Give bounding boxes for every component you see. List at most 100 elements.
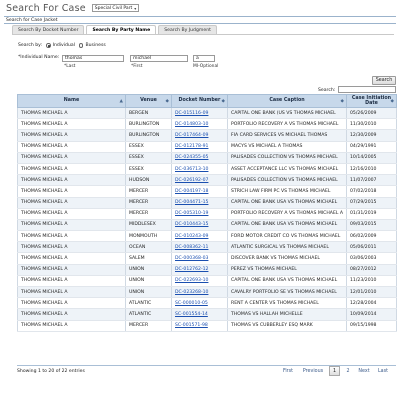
cell-caption: CAVALRY PORTFOLIO SE VS THOMAS MICHAEL: [227, 286, 347, 299]
docket-link[interactable]: DC-036713-10: [175, 166, 209, 172]
last-name-input[interactable]: thomas: [62, 55, 124, 62]
pager-next[interactable]: Next: [358, 368, 370, 374]
docket-link[interactable]: SC-001554-14: [175, 311, 208, 317]
docket-link[interactable]: DC-010243-09: [175, 233, 209, 239]
cell-caption: ATLANTIC SURGICAL VS THOMAS MICHAEL: [227, 241, 347, 254]
cell-name: THOMAS MICHAEL A: [17, 152, 126, 164]
docket-link[interactable]: DC-004197-18: [175, 188, 209, 194]
search-button[interactable]: Search: [372, 76, 396, 85]
last-name-label: *Last: [64, 64, 76, 69]
cell-name: THOMAS MICHAEL A: [17, 118, 126, 131]
cell-docket: DC-036713-10: [171, 163, 228, 176]
cell-date: 05/06/2011: [346, 241, 397, 254]
individual-radio[interactable]: [46, 43, 51, 48]
cell-venue: MONMOUTH: [125, 230, 172, 243]
cell-caption: RENT A CENTER VS THOMAS MICHAEL: [227, 297, 347, 310]
court-select[interactable]: Special Civil Part ▾: [91, 4, 140, 12]
column-header-name[interactable]: Name ▲: [17, 94, 126, 108]
cell-docket: DC-023268-10: [171, 286, 228, 299]
tab-judgment[interactable]: Search By Judgment: [158, 25, 217, 34]
docket-link[interactable]: DC-017464-09: [175, 132, 209, 138]
sort-icon: ◆: [221, 99, 225, 104]
cell-docket: DC-024355-05: [171, 152, 228, 164]
docket-link[interactable]: DC-004471-15: [175, 200, 209, 206]
docket-link[interactable]: DC-000368-03: [175, 256, 209, 262]
middle-initial-value: a: [196, 56, 199, 61]
docket-link[interactable]: SC-000010-05: [175, 300, 208, 306]
docket-link[interactable]: DC-022693-10: [175, 278, 209, 284]
cell-name: THOMAS MICHAEL A: [17, 141, 126, 153]
column-header-docket[interactable]: Docket Number ◆: [171, 94, 228, 108]
cell-venue: MERCER: [125, 208, 172, 220]
docket-link[interactable]: DC-008362-11: [175, 244, 209, 250]
middle-initial-label: MI-Optional: [193, 64, 219, 69]
cell-venue: BERGEN: [125, 107, 172, 120]
cell-venue: ATLANTIC: [125, 297, 172, 310]
table-header-row: Name ▲ Venue ◆ Docket Number ◆ Case Caption…: [17, 94, 397, 108]
column-header-caption[interactable]: Case Caption ◆: [227, 94, 347, 108]
entries-info: Showing 1 to 20 of 22 entries: [17, 369, 85, 374]
table-row: THOMAS MICHAEL A ESSEX DC-012178-91 MACYS V…: [17, 141, 397, 153]
cell-docket: DC-010443-15: [171, 219, 228, 232]
cell-docket: DC-014803-10: [171, 118, 228, 131]
cell-caption: FIA CARD SERVICES VS MICHAEL THOMAS: [227, 129, 347, 142]
pager-previous[interactable]: Previous: [302, 368, 324, 374]
header-divider: [4, 16, 396, 17]
last-name-value: thomas: [65, 56, 83, 61]
docket-link[interactable]: DC-026192-07: [175, 177, 209, 183]
cell-caption: STRICH LAW FIRM PC VS THOMAS MICHAEL: [227, 185, 347, 198]
docket-link[interactable]: SC-001571-98: [175, 323, 208, 329]
cell-caption: CAPITAL ONE BANK USA VS THOMAS MICHAEL: [227, 275, 347, 288]
middle-initial-input[interactable]: a: [193, 55, 215, 62]
docket-link[interactable]: DC-014803-10: [175, 121, 209, 127]
cell-venue: UNION: [125, 275, 172, 288]
cell-name: THOMAS MICHAEL A: [17, 320, 126, 332]
tab-docket-number[interactable]: Search By Docket Number: [12, 25, 85, 34]
pager-page-1[interactable]: 1: [329, 366, 340, 376]
cell-name: THOMAS MICHAEL A: [17, 275, 126, 288]
cell-caption: DISCOVER BANK VS THOMAS MICHAEL: [227, 252, 347, 265]
cell-name: THOMAS MICHAEL A: [17, 297, 126, 310]
cell-name: THOMAS MICHAEL A: [17, 107, 126, 120]
sort-icon: ▲: [119, 99, 123, 104]
table-row: THOMAS MICHAEL A BURLINGTON DC-014803-10 PO…: [17, 118, 397, 131]
column-header-venue[interactable]: Venue ◆: [125, 94, 172, 108]
cell-venue: ESSEX: [125, 152, 172, 164]
cell-docket: DC-004471-15: [171, 197, 228, 209]
column-header-name-label: Name: [63, 98, 80, 104]
cell-venue: BURLINGTON: [125, 129, 172, 142]
table-row: THOMAS MICHAEL A SALEM DC-000368-03 DISCOVE…: [17, 252, 397, 265]
pager-page-2[interactable]: 2: [346, 368, 350, 374]
column-header-date[interactable]: Case Initiation Date ◆: [346, 94, 397, 108]
cell-venue: ESSEX: [125, 163, 172, 176]
pager-last[interactable]: Last: [378, 368, 388, 374]
cell-caption: CAPITAL ONE BANK USA VS THOMAS MICHAEL: [227, 197, 347, 209]
chevron-down-icon: ▾: [134, 5, 137, 11]
pager-first[interactable]: First: [282, 368, 294, 374]
business-radio[interactable]: [78, 43, 84, 48]
tab-party-name[interactable]: Search By Party Name: [86, 25, 157, 34]
cell-date: 12/16/2010: [346, 163, 397, 176]
table-row: THOMAS MICHAEL A HUDSON DC-026192-07 PALISA…: [17, 174, 397, 187]
sort-icon: ◆: [165, 99, 169, 104]
column-header-caption-label: Case Caption: [269, 98, 305, 104]
docket-link[interactable]: DC-005310-19: [175, 211, 209, 217]
cell-caption: FORD MOTOR CREDIT CO VS THOMAS MICHAEL: [227, 230, 347, 243]
docket-link[interactable]: DC-012762-12: [175, 267, 209, 273]
cell-date: 10/14/2005: [346, 152, 397, 164]
docket-link[interactable]: DC-010443-15: [175, 222, 209, 228]
docket-link[interactable]: DC-012178-91: [175, 144, 209, 150]
page-title: Search For Case: [6, 2, 86, 14]
cell-venue: SALEM: [125, 252, 172, 265]
cell-docket: DC-026192-07: [171, 174, 228, 187]
cell-date: 11/30/2010: [346, 118, 397, 131]
cell-date: 06/02/2009: [346, 230, 397, 243]
first-name-input[interactable]: michael: [130, 55, 188, 62]
docket-link[interactable]: DC-024355-05: [175, 155, 209, 161]
docket-link[interactable]: DC-015116-09: [175, 110, 209, 116]
table-filter-input[interactable]: [338, 86, 396, 93]
cell-docket: SC-000010-05: [171, 297, 228, 310]
cell-date: 05/26/2009: [346, 107, 397, 120]
docket-link[interactable]: DC-023268-10: [175, 289, 209, 295]
top-bar: Search For Case Special Civil Part ▾: [0, 0, 400, 16]
